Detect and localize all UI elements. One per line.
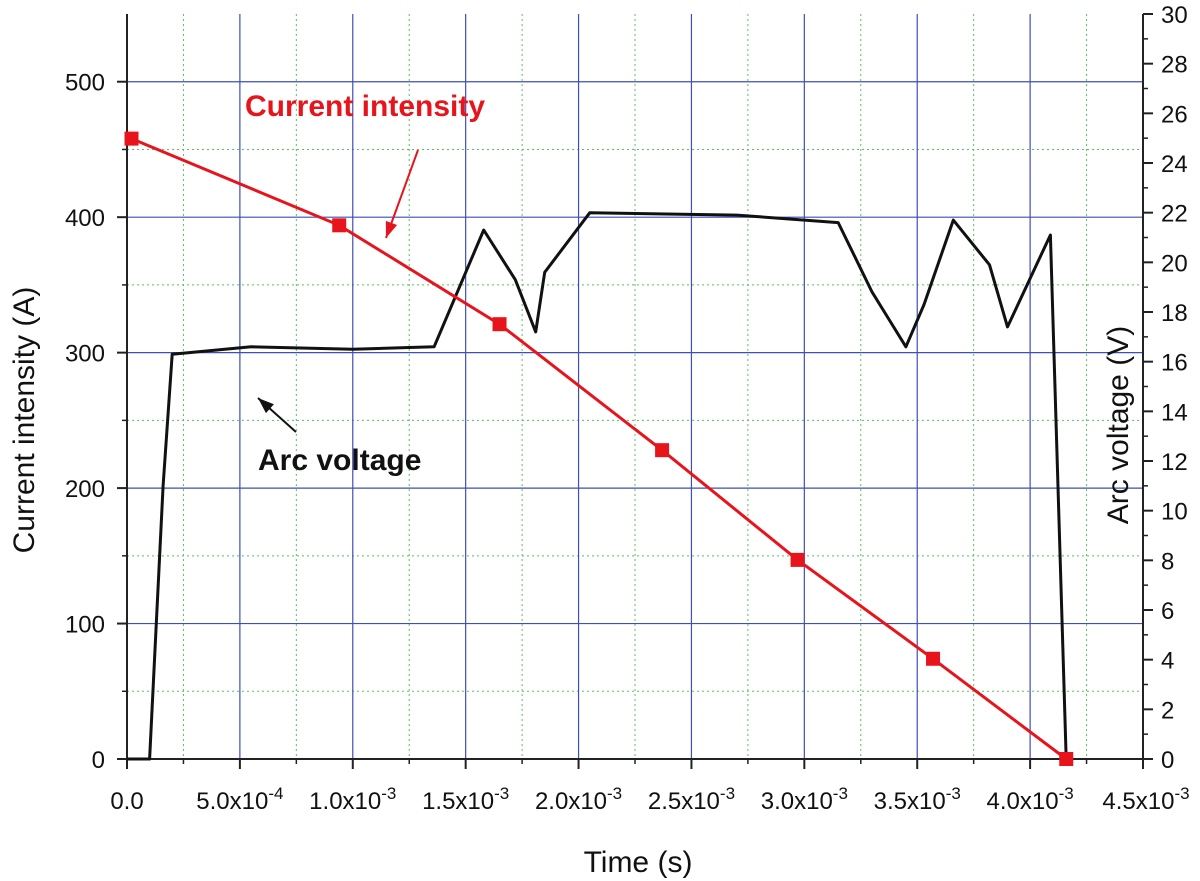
y-right-tick-label: 14	[1161, 399, 1188, 426]
y-right-tick-label: 4	[1161, 648, 1174, 675]
y-left-tick-label: 0	[92, 747, 105, 774]
y-right-tick-label: 2	[1161, 697, 1174, 724]
y-left-tick-label: 300	[65, 341, 105, 368]
y-right-tick-label: 26	[1161, 101, 1188, 128]
y-left-tick-label: 100	[65, 612, 105, 639]
y-left-tick-label: 400	[65, 205, 105, 232]
annotations: Current intensity Arc voltage	[245, 90, 485, 477]
series-arc-voltage-line	[127, 211, 1068, 761]
y-right-tick-label: 22	[1161, 201, 1188, 228]
axis-titles: Time (s) Current intensity (A) Arc volta…	[8, 287, 1135, 879]
y-right-tick-label: 8	[1161, 548, 1174, 575]
x-tick-label: 1.0x10-3	[309, 784, 396, 815]
y-right-tick-label: 10	[1161, 499, 1188, 526]
current-intensity-point	[926, 651, 941, 666]
x-tick-label: 1.5x10-3	[422, 784, 509, 815]
current-intensity-point	[655, 443, 670, 458]
series	[124, 131, 1074, 766]
current-intensity-point	[124, 131, 139, 146]
y-right-axis-title: Arc voltage (V)	[1102, 326, 1135, 524]
annotation-arc-voltage: Arc voltage	[258, 444, 421, 477]
current-intensity-point	[332, 218, 347, 233]
current-intensity-arrow-head	[385, 220, 398, 238]
x-tick-label: 4.5x10-3	[1102, 784, 1189, 815]
y-right-tick-label: 18	[1161, 300, 1188, 327]
y-right-tick-label: 0	[1161, 747, 1174, 774]
x-axis-title: Time (s)	[584, 846, 693, 879]
x-tick-label: 0.0	[110, 788, 143, 815]
y-left-tick-label: 500	[65, 70, 105, 97]
axes: 0.0 5.0x10-4 1.0x10-3 1.5x10-3 2.0x10-3 2.5x1…	[65, 2, 1190, 815]
y-right-tick-label: 16	[1161, 350, 1188, 377]
y-right-tick-label: 28	[1161, 52, 1188, 79]
current-intensity-point	[1059, 752, 1074, 766]
current-intensity-point	[790, 552, 805, 567]
y-right-tick-label: 24	[1161, 151, 1188, 178]
x-tick-label: 3.5x10-3	[874, 784, 961, 815]
x-tick-label: 5.0x10-4	[196, 784, 283, 815]
current-intensity-point	[492, 317, 507, 332]
grid	[127, 14, 1143, 759]
x-tick-label: 3.0x10-3	[761, 784, 848, 815]
y-right-tick-label: 20	[1161, 250, 1188, 277]
x-tick-label: 2.5x10-3	[648, 784, 735, 815]
x-tick-label: 4.0x10-3	[987, 784, 1074, 815]
y-right-tick-label: 12	[1161, 449, 1188, 476]
y-left-axis-title: Current intensity (A)	[8, 287, 41, 554]
y-right-tick-label: 30	[1161, 2, 1188, 29]
x-tick-label: 2.0x10-3	[535, 784, 622, 815]
y-left-tick-label: 200	[65, 476, 105, 503]
annotation-current-intensity: Current intensity	[245, 90, 485, 123]
arc-voltage-arrow-head	[258, 398, 274, 414]
y-right-tick-label: 6	[1161, 598, 1174, 625]
